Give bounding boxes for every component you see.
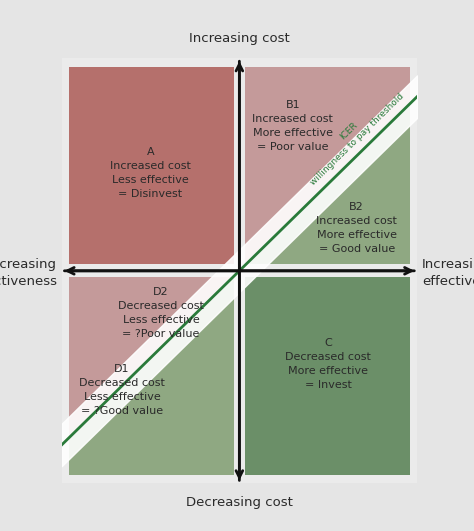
Polygon shape [69,276,234,475]
Text: A
Increased cost
Less effective
= Disinvest: A Increased cost Less effective = Disinv… [110,147,191,199]
Text: Decreasing: Decreasing [0,258,57,271]
Bar [245,277,410,475]
Text: B2
Increased cost
More effective
= Good value: B2 Increased cost More effective = Good … [316,202,397,254]
Bar [69,67,234,264]
Text: D2
Decreased cost
Less effective
= ?Poor value: D2 Decreased cost Less effective = ?Poor… [118,287,204,339]
Text: Decreasing cost: Decreasing cost [186,496,293,509]
Bar [245,67,410,264]
Text: ICER
willingness to pay threshold: ICER willingness to pay threshold [301,83,406,186]
Text: effectiveness: effectiveness [422,275,474,288]
Text: B1
Increased cost
More effective
= Poor value: B1 Increased cost More effective = Poor … [252,100,333,152]
Text: D1
Decreased cost
Less effective
= ?Good value: D1 Decreased cost Less effective = ?Good… [79,364,165,416]
Bar [69,277,234,475]
Text: effectiveness: effectiveness [0,275,57,288]
Polygon shape [245,104,410,264]
Text: Increasing: Increasing [422,258,474,271]
Text: Increasing cost: Increasing cost [189,32,290,45]
Text: C
Decreased cost
More effective
= Invest: C Decreased cost More effective = Invest [285,338,371,390]
